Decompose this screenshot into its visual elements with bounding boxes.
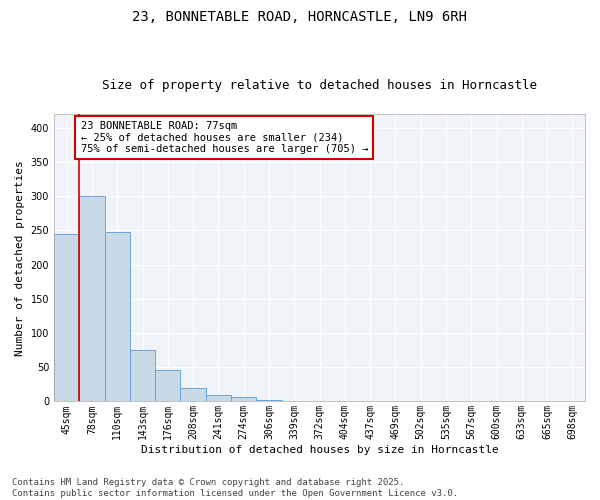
Bar xyxy=(54,234,79,402)
Title: Size of property relative to detached houses in Horncastle: Size of property relative to detached ho… xyxy=(102,79,537,92)
Bar xyxy=(535,400,560,402)
Text: 23, BONNETABLE ROAD, HORNCASTLE, LN9 6RH: 23, BONNETABLE ROAD, HORNCASTLE, LN9 6RH xyxy=(133,10,467,24)
Bar xyxy=(231,396,256,402)
Bar xyxy=(206,394,231,402)
Text: 23 BONNETABLE ROAD: 77sqm
← 25% of detached houses are smaller (234)
75% of semi: 23 BONNETABLE ROAD: 77sqm ← 25% of detac… xyxy=(80,121,368,154)
Bar xyxy=(181,388,206,402)
Bar xyxy=(155,370,181,402)
Bar xyxy=(256,400,281,402)
Bar xyxy=(79,196,104,402)
Bar xyxy=(104,232,130,402)
X-axis label: Distribution of detached houses by size in Horncastle: Distribution of detached houses by size … xyxy=(140,445,499,455)
Y-axis label: Number of detached properties: Number of detached properties xyxy=(15,160,25,356)
Text: Contains HM Land Registry data © Crown copyright and database right 2025.
Contai: Contains HM Land Registry data © Crown c… xyxy=(12,478,458,498)
Bar xyxy=(130,350,155,402)
